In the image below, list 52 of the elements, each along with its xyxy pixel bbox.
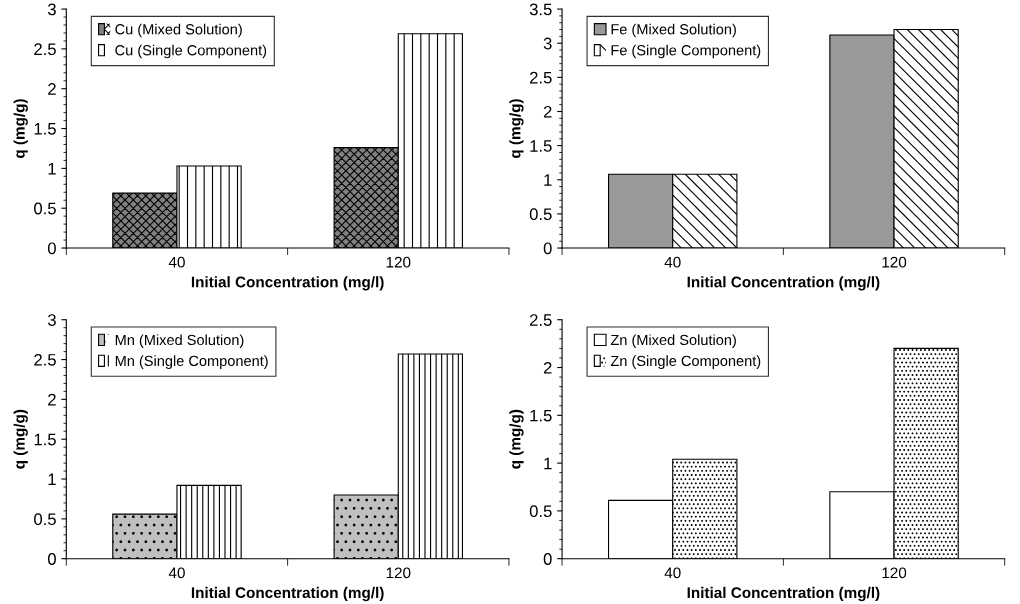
legend-label: Cu (Mixed Solution) [115,23,242,38]
y-axis-title: q (mg/g) [509,409,524,469]
y-axis-title: q (mg/g) [13,99,28,159]
legend-label: Zn (Single Component) [610,355,761,369]
y-tick-label: 3.5 [529,3,552,16]
x-axis-title: Initial Concentration (mg/l) [687,586,880,602]
legend-label: Mn (Single Component) [115,355,268,369]
y-tick-label: 1 [544,174,552,186]
x-axis-title: Initial Concentration (mg/l) [687,276,880,291]
y-tick-label: 3 [47,3,56,16]
legend-label: Cu (Single Component) [115,44,267,59]
x-axis-title: Initial Concentration (mg/l) [191,586,384,602]
legend-label: Fe (Single Component) [611,44,761,59]
y-tick-label: 1.5 [34,123,56,135]
y-tick-label: 2 [543,361,552,374]
x-tick-label: 40 [664,256,681,268]
y-tick-label: 2 [543,105,552,118]
y-tick-label: 0.5 [529,505,552,518]
y-tick-label: 1.5 [530,140,552,152]
y-tick-label: 1 [544,457,552,470]
y-tick-label: 0.5 [34,202,56,215]
x-tick-label: 40 [168,567,185,579]
x-tick-label: 40 [664,567,681,579]
y-tick-label: 2 [48,83,56,95]
y-tick-label: 0 [47,242,56,255]
x-tick-label: 120 [882,567,907,579]
x-axis-title: Initial Concentration (mg/l) [191,276,384,291]
legend-label: Mn (Mixed Solution) [115,334,244,348]
y-tick-label: 1 [48,473,56,486]
y-axis-title: q (mg/g) [13,409,28,469]
x-tick-label: 120 [882,256,907,268]
y-tick-label: 1 [48,162,56,175]
y-tick-label: 0 [543,553,552,565]
y-axis-title: q (mg/g) [509,99,524,159]
y-tick-label: 0 [543,242,552,255]
x-tick-label: 120 [386,256,411,268]
y-tick-label: 0.5 [34,513,56,526]
y-tick-label: 2.5 [530,71,552,84]
y-tick-label: 2.5 [34,43,56,56]
y-tick-label: 1.5 [34,433,56,446]
y-tick-label: 2.5 [530,314,552,326]
y-tick-label: 2 [48,393,56,406]
y-tick-label: 1.5 [530,409,552,422]
legend-label: Zn (Mixed Solution) [610,334,736,348]
y-tick-label: 3 [543,37,552,50]
legend-label: Fe (Mixed Solution) [611,23,736,38]
x-tick-label: 120 [386,567,411,579]
y-tick-label: 2.5 [34,353,56,366]
x-tick-label: 40 [168,256,185,268]
y-tick-label: 3 [47,314,56,326]
y-tick-label: 0.5 [529,208,552,221]
y-tick-label: 0 [47,553,56,565]
